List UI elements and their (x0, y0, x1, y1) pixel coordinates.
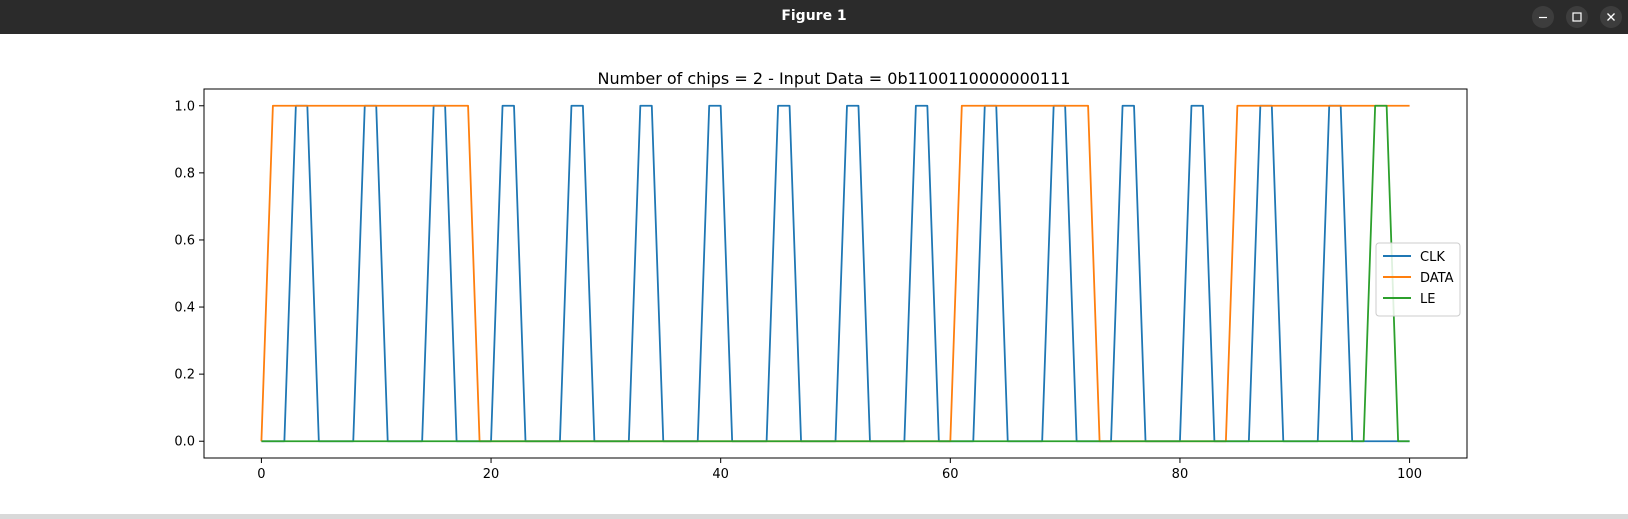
close-icon (1607, 13, 1615, 21)
axis-ticks: 0 20 40 60 80 100 0.0 0.2 0.4 0.6 0.8 1.0 (174, 99, 1422, 482)
x-tick-label: 20 (483, 467, 500, 482)
y-tick-label: 0.6 (174, 233, 195, 248)
window-titlebar: Figure 1 (0, 0, 1628, 34)
legend-label-data: DATA (1420, 271, 1454, 286)
series-line-le (261, 104, 1410, 443)
y-tick-label: 1.0 (174, 99, 195, 114)
x-tick-label: 40 (712, 467, 729, 482)
window-bottom-edge (0, 514, 1628, 519)
minimize-icon (1539, 16, 1547, 19)
x-tick-label: 80 (1172, 467, 1189, 482)
window-title: Figure 1 (781, 8, 847, 24)
maximize-icon (1572, 12, 1582, 22)
figure-canvas: Number of chips = 2 - Input Data = 0b110… (0, 34, 1628, 514)
x-tick-label: 60 (942, 467, 959, 482)
y-tick-label: 0.4 (174, 301, 195, 316)
y-tick-label: 0.0 (174, 435, 195, 450)
legend: CLK DATA LE (1375, 242, 1461, 317)
y-tick-label: 0.8 (174, 166, 195, 181)
x-tick-label: 0 (257, 467, 265, 482)
close-button[interactable] (1600, 6, 1622, 28)
maximize-button[interactable] (1566, 6, 1588, 28)
y-tick-label: 0.2 (174, 368, 195, 383)
series-line-data (260, 104, 1410, 443)
line-chart: Number of chips = 2 - Input Data = 0b110… (174, 69, 1468, 482)
chart-title: Number of chips = 2 - Input Data = 0b110… (598, 69, 1071, 88)
x-tick-label: 100 (1397, 467, 1422, 482)
legend-label-clk: CLK (1420, 250, 1445, 265)
minimize-button[interactable] (1532, 6, 1554, 28)
plot-area (260, 104, 1410, 443)
legend-label-le: LE (1420, 292, 1435, 307)
series-line-clk (261, 104, 1410, 443)
axes-frame (203, 88, 1468, 459)
